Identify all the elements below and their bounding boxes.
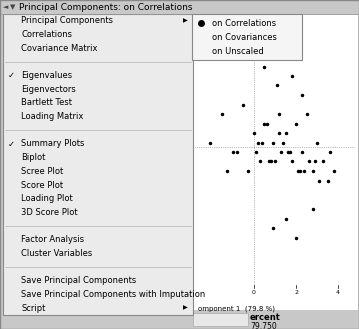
Bar xyxy=(192,14,302,60)
Text: 0: 0 xyxy=(252,290,256,295)
Text: ◄: ◄ xyxy=(3,4,8,10)
Text: Loading Matrix: Loading Matrix xyxy=(21,112,83,121)
Text: ▶: ▶ xyxy=(183,306,188,311)
Text: Correlations: Correlations xyxy=(21,30,72,39)
Text: Biplot: Biplot xyxy=(21,153,45,162)
Text: Bartlett Test: Bartlett Test xyxy=(21,98,72,108)
Text: 3D Score Plot: 3D Score Plot xyxy=(21,208,78,217)
Bar xyxy=(3,14,193,315)
Text: 2: 2 xyxy=(294,290,298,295)
Text: 4: 4 xyxy=(336,290,340,295)
Text: ercent: ercent xyxy=(250,313,281,322)
Text: Script: Script xyxy=(21,304,45,313)
Text: 79.750: 79.750 xyxy=(250,322,277,329)
Text: on Correlations: on Correlations xyxy=(212,18,276,28)
Text: ▼: ▼ xyxy=(10,4,15,10)
Text: Principal Components: Principal Components xyxy=(21,16,113,25)
Bar xyxy=(0,0,359,14)
Text: omponent 1  (79.8 %): omponent 1 (79.8 %) xyxy=(198,305,275,312)
Text: ▶: ▶ xyxy=(183,18,188,23)
Text: Eigenvectors: Eigenvectors xyxy=(21,85,76,94)
Text: Loading Plot: Loading Plot xyxy=(21,194,73,203)
Text: on Covariances: on Covariances xyxy=(212,33,277,41)
Bar xyxy=(190,14,358,310)
Text: ✓: ✓ xyxy=(8,139,15,148)
Text: Factor Analysis: Factor Analysis xyxy=(21,235,84,244)
Bar xyxy=(190,310,358,329)
Text: Eigenvalues: Eigenvalues xyxy=(21,71,72,80)
Text: on Unscaled: on Unscaled xyxy=(212,46,264,56)
Text: ✓: ✓ xyxy=(8,71,15,80)
Text: Score Plot: Score Plot xyxy=(21,181,63,190)
Text: Summary Plots: Summary Plots xyxy=(21,139,84,148)
Text: Covariance Matrix: Covariance Matrix xyxy=(21,44,98,53)
Bar xyxy=(193,313,248,326)
Text: Principal Components: on Correlations: Principal Components: on Correlations xyxy=(19,3,192,12)
Text: Save Principal Components: Save Principal Components xyxy=(21,276,136,285)
Text: Save Principal Components with Imputation: Save Principal Components with Imputatio… xyxy=(21,290,205,299)
Text: Scree Plot: Scree Plot xyxy=(21,167,63,176)
Text: Cluster Variables: Cluster Variables xyxy=(21,249,92,258)
